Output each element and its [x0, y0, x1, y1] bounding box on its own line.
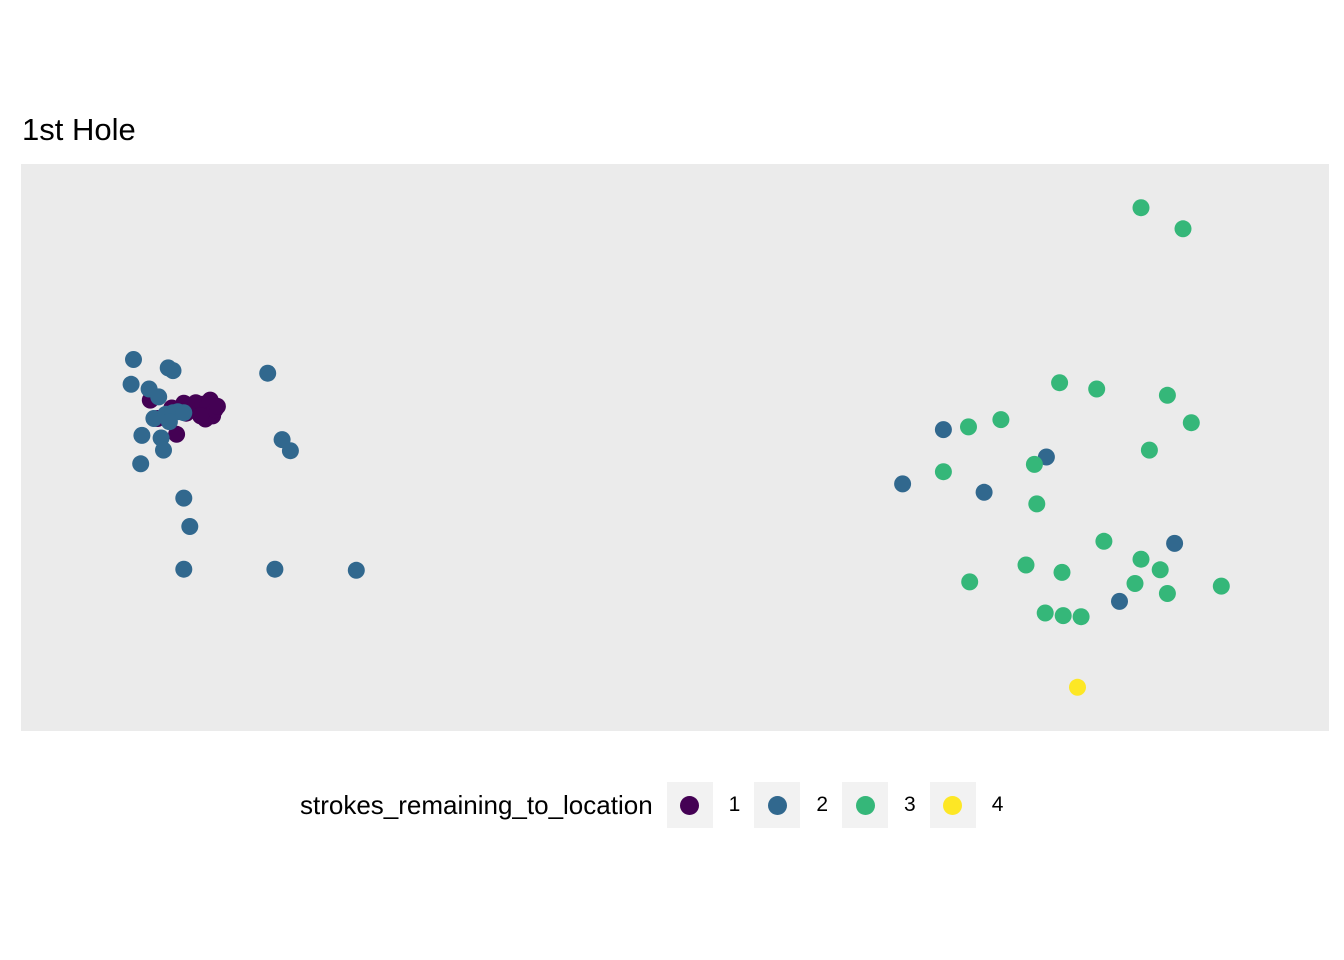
data-point-strokes-2 [281, 442, 299, 460]
legend: strokes_remaining_to_location 1 2 3 4 [300, 782, 1017, 828]
data-point-strokes-3 [1054, 607, 1072, 625]
legend-item-4: 4 [929, 782, 1004, 828]
data-point-strokes-2 [266, 560, 284, 578]
data-point-strokes-3 [1140, 441, 1158, 459]
legend-key [754, 782, 801, 828]
data-point-strokes-2 [934, 421, 952, 439]
data-point-strokes-3 [992, 411, 1010, 429]
data-point-strokes-3 [1095, 532, 1113, 550]
data-point-strokes-2 [150, 388, 168, 406]
data-point-strokes-3 [1132, 550, 1150, 568]
data-point-strokes-3 [1028, 495, 1046, 513]
data-point-strokes-3 [1025, 455, 1043, 473]
data-point-strokes-3 [1212, 577, 1230, 595]
legend-title: strokes_remaining_to_location [300, 789, 653, 820]
data-point-strokes-2 [132, 455, 150, 473]
data-point-strokes-3 [1132, 199, 1150, 217]
points-layer [122, 199, 1230, 696]
data-point-strokes-3 [1158, 585, 1176, 602]
data-point-strokes-2 [175, 404, 193, 422]
data-point-strokes-2 [347, 561, 365, 579]
data-point-strokes-2 [160, 413, 178, 431]
legend-dot [943, 795, 963, 815]
data-point-strokes-1 [208, 397, 226, 415]
data-point-strokes-2 [133, 426, 151, 444]
data-point-strokes-3 [1126, 575, 1144, 592]
legend-dot [855, 795, 875, 815]
legend-items: 1 2 3 4 [666, 782, 1018, 828]
data-point-strokes-2 [125, 351, 142, 368]
data-point-strokes-2 [1111, 592, 1128, 610]
legend-key [666, 782, 713, 828]
legend-key [929, 782, 976, 828]
data-point-strokes-3 [1017, 556, 1035, 574]
chart-title: 1st Hole [22, 112, 136, 147]
plot-panel [21, 164, 1329, 731]
legend-label: 4 [991, 793, 1004, 816]
data-point-strokes-3 [1088, 380, 1106, 398]
legend-label: 3 [904, 793, 916, 816]
data-point-strokes-2 [181, 518, 199, 535]
data-point-strokes-3 [1174, 220, 1192, 238]
data-point-strokes-2 [155, 441, 172, 459]
legend-dot [767, 795, 787, 815]
data-point-strokes-2 [122, 375, 140, 393]
data-point-strokes-3 [1051, 374, 1069, 392]
legend-item-3: 3 [842, 782, 916, 828]
legend-label: 1 [728, 793, 741, 816]
data-point-strokes-2 [894, 475, 912, 493]
data-point-strokes-1 [168, 425, 186, 443]
data-point-strokes-3 [961, 573, 979, 591]
data-point-strokes-2 [1166, 534, 1184, 552]
data-point-strokes-2 [175, 560, 193, 578]
legend-label: 2 [816, 793, 829, 816]
legend-item-1: 1 [666, 782, 741, 828]
data-point-strokes-2 [975, 483, 993, 501]
data-point-strokes-3 [1182, 414, 1200, 432]
legend-dot [680, 795, 700, 815]
data-point-strokes-1 [192, 407, 210, 425]
legend-key [842, 782, 889, 828]
data-point-strokes-3 [1151, 561, 1169, 579]
data-point-strokes-2 [259, 364, 277, 382]
data-point-strokes-3 [960, 418, 977, 436]
data-point-strokes-4 [1069, 678, 1086, 696]
legend-item-2: 2 [754, 782, 828, 828]
data-point-strokes-2 [175, 489, 193, 507]
data-point-strokes-3 [1158, 386, 1176, 404]
data-point-strokes-3 [934, 463, 952, 481]
data-point-strokes-2 [164, 362, 182, 380]
data-point-strokes-3 [1072, 608, 1090, 626]
data-point-strokes-3 [1036, 604, 1054, 622]
data-point-strokes-3 [1053, 563, 1071, 581]
